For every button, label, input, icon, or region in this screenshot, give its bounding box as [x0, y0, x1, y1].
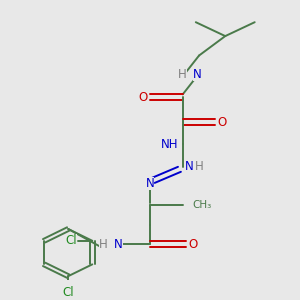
- Text: CH₃: CH₃: [193, 200, 212, 210]
- Text: N: N: [185, 160, 194, 173]
- Text: O: O: [139, 91, 148, 103]
- Text: H: H: [178, 68, 187, 81]
- Text: Cl: Cl: [65, 234, 77, 247]
- Text: O: O: [218, 116, 226, 129]
- Text: H: H: [99, 238, 107, 251]
- Text: N: N: [114, 238, 123, 251]
- Text: H: H: [195, 160, 203, 173]
- Text: O: O: [188, 238, 197, 251]
- Text: N: N: [146, 177, 154, 190]
- Text: N: N: [193, 68, 202, 81]
- Text: Cl: Cl: [62, 286, 74, 299]
- Text: NH: NH: [161, 138, 178, 151]
